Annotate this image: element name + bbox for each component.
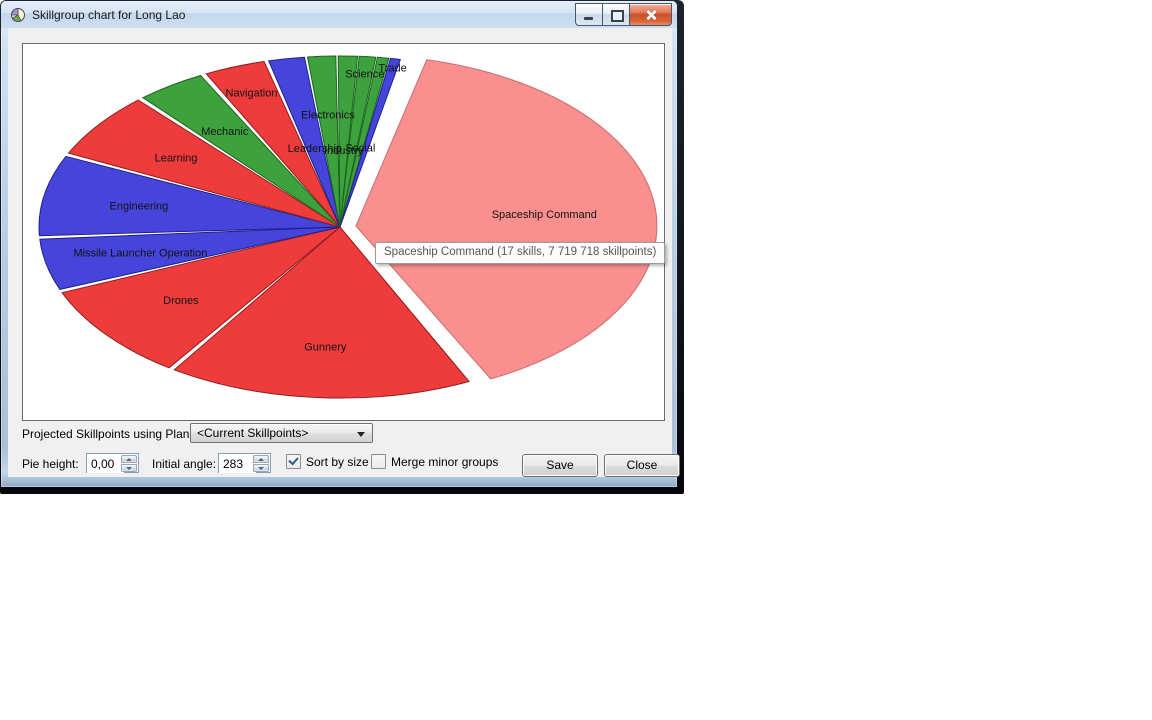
spin-up-button[interactable] (253, 455, 269, 463)
minimize-button[interactable] (575, 3, 603, 26)
pie-slice-drones[interactable] (61, 226, 341, 369)
maximize-button[interactable] (602, 3, 630, 26)
titlebar[interactable]: Skillgroup chart for Long Lao (1, 1, 677, 28)
pie-slice-engineering[interactable] (38, 155, 341, 237)
pie-slice-gunnery[interactable] (173, 226, 470, 399)
arrow-down-icon (126, 467, 132, 470)
merge-minor-groups-checkbox[interactable] (371, 454, 386, 469)
sort-by-size-label: Sort by size (306, 454, 369, 469)
pie-slice-mechanic[interactable] (141, 74, 341, 228)
close-button[interactable]: Close (604, 454, 680, 477)
initial-angle-input[interactable] (219, 454, 256, 473)
pie-slice-spaceship-command[interactable] (355, 59, 658, 380)
pie-slice-learning[interactable] (67, 99, 341, 228)
pie-height-spin-buttons (121, 455, 137, 472)
pie-slice-label: Engineering (110, 200, 169, 212)
skillgroup-chart-window: Skillgroup chart for Long Lao Spaceship … (0, 0, 684, 494)
spin-down-button[interactable] (253, 464, 269, 472)
pie-slice-label: Social (345, 143, 375, 155)
initial-angle-label: Initial angle: (152, 457, 217, 471)
pie-slice-label: Leadership (288, 143, 342, 155)
close-icon (645, 9, 657, 21)
merge-minor-groups-option[interactable]: Merge minor groups (371, 454, 498, 469)
pie-chart: Spaceship Command Gunnery Drones Missile La… (38, 55, 658, 399)
pie-slice-navigation[interactable] (205, 60, 341, 228)
close-window-button[interactable] (629, 3, 672, 26)
pie-slice-leadership[interactable] (267, 56, 341, 228)
pie-slice-trade[interactable] (339, 57, 401, 228)
settings-row: Pie height: Initial angle: Sort by size (22, 452, 680, 477)
pie-slice-label: Mechanic (201, 126, 249, 138)
client-area: Spaceship Command Gunnery Drones Missile La… (8, 28, 680, 477)
initial-angle-spinner (218, 453, 271, 473)
pie-height-input[interactable] (87, 454, 124, 473)
pie-height-spinner (86, 453, 139, 473)
arrow-up-icon (258, 458, 264, 461)
save-button[interactable]: Save (522, 454, 598, 477)
tooltip: Spaceship Command (17 skills, 7 719 718 … (375, 242, 666, 264)
pie-slice-label: Gunnery (304, 341, 347, 353)
pie-slice-label: Navigation (226, 88, 278, 100)
window-title: Skillgroup chart for Long Lao (32, 8, 186, 22)
checkmark-icon (288, 454, 299, 466)
pie-slice-missile-launcher-operation[interactable] (39, 226, 341, 290)
pie-slice-label: Science (345, 69, 384, 81)
dropdown-arrow-icon (357, 432, 365, 437)
plan-dropdown-value: <Current Skillpoints> (197, 426, 309, 440)
minimize-icon (584, 17, 593, 20)
sort-by-size-checkbox[interactable] (286, 454, 301, 469)
pie-slice-label: Electronics (301, 109, 355, 121)
pie-slice-label: Learning (155, 152, 198, 164)
pie-slice-label: Spaceship Command (492, 209, 597, 221)
plan-row: Projected Skillpoints using Plan: <Curre… (22, 423, 662, 445)
arrow-down-icon (258, 467, 264, 470)
pie-slice-label: Missile Launcher Operation (73, 248, 207, 260)
plan-dropdown[interactable]: <Current Skillpoints> (190, 423, 373, 443)
initial-angle-spin-buttons (253, 455, 269, 472)
pie-chart-icon (11, 8, 25, 22)
maximize-icon (611, 10, 624, 22)
pie-slice-label: Drones (163, 295, 199, 307)
arrow-up-icon (126, 458, 132, 461)
pie-slice-label: Trade (378, 62, 406, 74)
spin-down-button[interactable] (121, 464, 137, 472)
plan-label: Projected Skillpoints using Plan: (22, 427, 193, 441)
pie-slice-label: Industry (324, 145, 364, 157)
chart-panel: Spaceship Command Gunnery Drones Missile La… (22, 43, 666, 421)
sort-by-size-option[interactable]: Sort by size (286, 454, 369, 469)
pie-height-label: Pie height: (22, 457, 79, 471)
caption-buttons (575, 3, 672, 26)
spin-up-button[interactable] (121, 455, 137, 463)
merge-minor-groups-label: Merge minor groups (391, 454, 499, 469)
pie-slice-electronics[interactable] (306, 55, 341, 228)
pie-slice-industry[interactable] (337, 55, 359, 228)
